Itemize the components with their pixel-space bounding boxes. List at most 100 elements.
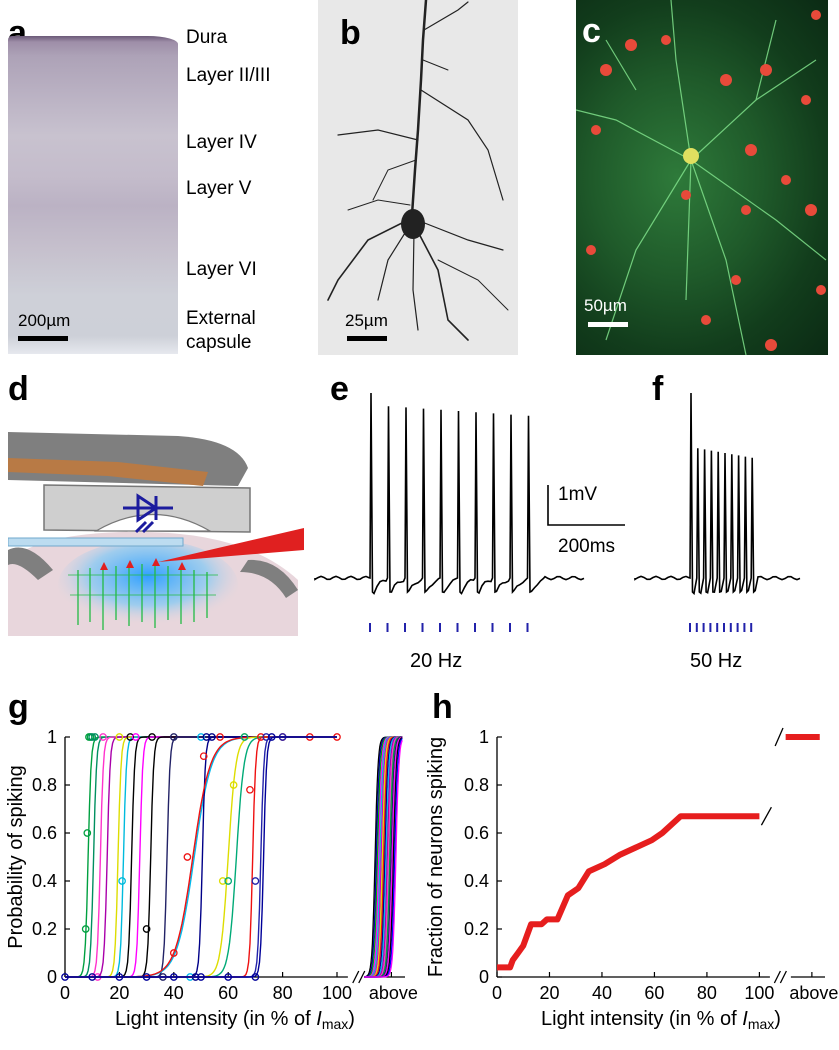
axis-break-mark	[779, 970, 787, 984]
panel-letter-h: h	[432, 688, 453, 726]
response-curve	[65, 736, 337, 978]
data-point	[88, 973, 97, 981]
layer-label-4: Layer IV	[186, 132, 257, 153]
data-point	[169, 733, 178, 741]
response-curve	[65, 736, 337, 978]
fluorescence-image	[576, 0, 828, 355]
axis-break-mark	[358, 970, 366, 984]
data-point	[246, 785, 254, 794]
data-point	[229, 781, 238, 789]
layer-label-external: External	[186, 308, 256, 329]
fraction-line	[497, 813, 760, 971]
scale-label-1mv: 1mV	[558, 484, 598, 505]
response-curve	[65, 736, 337, 978]
scale-bar-b	[347, 336, 387, 341]
panel-letter-c: c	[582, 12, 601, 50]
fluorescence-drawing	[576, 0, 827, 355]
x-tick-label: above	[789, 983, 838, 1003]
response-curve	[65, 736, 337, 978]
response-curve	[65, 736, 337, 978]
x-axis-label-sub: max	[748, 1016, 774, 1032]
chart-g-labels: 0 20 40 60 80 100 above 0 0.2 0.4 0.6 0.8 1 Light int…	[5, 727, 418, 1032]
chart-g-curves	[61, 733, 403, 981]
scale-label-200ms: 200ms	[558, 536, 616, 557]
data-point	[91, 733, 99, 741]
response-curve	[65, 736, 337, 978]
data-point	[240, 733, 249, 741]
data-point	[118, 877, 126, 885]
data-point	[169, 949, 178, 957]
data-point	[208, 733, 216, 741]
stim-ticks-50hz	[689, 623, 753, 632]
response-curve	[65, 736, 337, 978]
line-break-mark	[774, 727, 784, 747]
voltage-trace-20hz	[314, 392, 585, 595]
y-tick-label: 0.2	[32, 919, 57, 939]
data-point	[115, 973, 124, 981]
data-point	[224, 973, 233, 981]
x-axis-label-italic: I	[316, 1008, 322, 1030]
data-point	[99, 733, 107, 741]
y-tick-label: 0.8	[464, 775, 489, 795]
response-curve	[65, 736, 337, 978]
panel-letter-d: d	[8, 370, 29, 408]
x-axis-label-close: )	[348, 1008, 355, 1030]
neuron-drawing	[327, 0, 509, 341]
x-tick-label: 0	[60, 983, 70, 1003]
fraction-chart: 0 20 40 60 80 100 above 0 0.2 0.4 0.6 0.8 1 Light int…	[425, 727, 838, 1032]
data-point	[199, 752, 208, 761]
response-curve	[65, 736, 337, 978]
data-point	[224, 877, 233, 885]
axis-break-mark	[773, 970, 781, 984]
data-point	[183, 853, 192, 861]
response-curve	[65, 736, 337, 978]
cortex-slice-image	[8, 36, 178, 354]
layer-label-dura: Dura	[186, 27, 228, 48]
response-curve	[65, 736, 337, 978]
x-tick-label: 80	[273, 983, 293, 1003]
layer-label-2-3: Layer II/III	[186, 65, 271, 86]
x-tick-label: 40	[164, 983, 184, 1003]
y-tick-label: 0	[479, 967, 489, 987]
chart-h-curves	[497, 727, 820, 971]
axis-break-mark	[352, 970, 360, 984]
response-curve	[65, 736, 337, 978]
y-tick-label: 1	[47, 727, 57, 747]
layer-label-6: Layer VI	[186, 259, 257, 280]
data-point	[81, 925, 90, 933]
above-curve	[364, 740, 403, 978]
y-axis-label: Fraction of neurons spiking	[425, 737, 447, 977]
x-tick-label: 20	[109, 983, 129, 1003]
scale-bar-c	[588, 322, 628, 327]
response-curve	[65, 736, 337, 978]
x-tick-label: 40	[592, 983, 612, 1003]
layer-label-capsule: capsule	[186, 332, 252, 353]
chart-h-labels: 0 20 40 60 80 100 above 0 0.2 0.4 0.6 0.8 1 Light int…	[425, 727, 838, 1032]
scale-label-a: 200µm	[18, 311, 71, 330]
x-tick-label: 0	[492, 983, 502, 1003]
scale-label-c: 50µm	[584, 296, 627, 315]
line-break-mark	[760, 806, 772, 826]
data-point	[218, 877, 227, 885]
data-point	[61, 973, 69, 981]
y-tick-label: 0.6	[464, 823, 489, 843]
data-point	[148, 733, 156, 741]
panel-letter-b: b	[340, 14, 361, 52]
freq-label-20hz: 20 Hz	[410, 650, 463, 672]
trace-20hz	[314, 392, 625, 632]
data-point	[202, 733, 211, 741]
panel-letter-e: e	[330, 370, 349, 408]
scale-bar-e	[547, 485, 625, 526]
data-point	[142, 925, 151, 933]
layer-label-5: Layer V	[186, 178, 252, 199]
y-tick-label: 0.4	[32, 871, 57, 891]
y-tick-label: 0.4	[464, 871, 489, 891]
panel-letter-f: f	[652, 370, 664, 408]
data-point	[142, 973, 151, 981]
freq-label-50hz: 50 Hz	[690, 650, 743, 672]
panel-letter-g: g	[8, 688, 29, 726]
x-tick-label: 60	[218, 983, 238, 1003]
stim-ticks-20hz	[369, 623, 529, 632]
x-axis-label: Light intensity (in % of Imax)	[541, 1008, 781, 1032]
neuron-image	[318, 0, 518, 355]
